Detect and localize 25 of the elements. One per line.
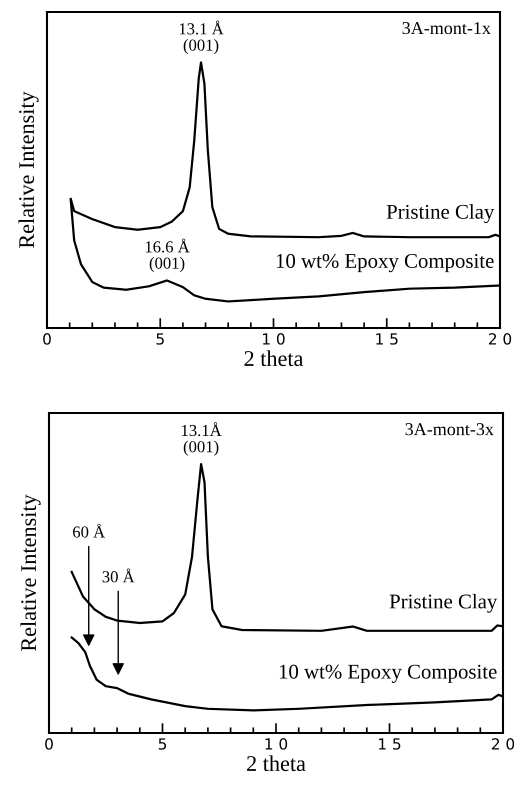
- x-tick-label: 1 5: [376, 333, 398, 345]
- x-tick-label: 1 0: [266, 738, 288, 750]
- annotation: 30 Å: [102, 568, 135, 582]
- annotation: 60 Å: [73, 524, 106, 538]
- series-label: 10 wt% Epoxy Composite: [280, 664, 497, 683]
- y-axis-title: Relative Intensity: [20, 494, 41, 652]
- series-label: Pristine Clay: [386, 204, 494, 224]
- text: 3A-mont-3x: [406, 423, 494, 436]
- x-tick-label: 1 5: [379, 738, 400, 750]
- annotation: 13.1 Å (001): [180, 20, 224, 54]
- x-tick-label: 5: [158, 738, 166, 750]
- x-tick-label: 2 0: [492, 738, 514, 750]
- annotation: 13.1Å (001): [182, 422, 222, 456]
- x-tick-label: 2 0: [488, 333, 512, 345]
- series-label: Pristine Clay: [390, 594, 498, 613]
- x-tick-label: 0: [45, 738, 53, 750]
- text: 3A-mont-1x: [402, 22, 491, 34]
- x-tick-label: 0: [43, 333, 51, 345]
- y-axis-title: Relative Intensity: [18, 91, 39, 248]
- x-tick-label: 5: [156, 333, 164, 345]
- x-axis-title: 2 theta: [244, 350, 304, 366]
- series-label: 10 wt% Epoxy Composite: [276, 254, 494, 272]
- x-axis-title: 2 theta: [247, 755, 306, 772]
- annotation: 16.6 Å (001): [146, 238, 190, 272]
- x-tick-label: 1 0: [263, 333, 285, 345]
